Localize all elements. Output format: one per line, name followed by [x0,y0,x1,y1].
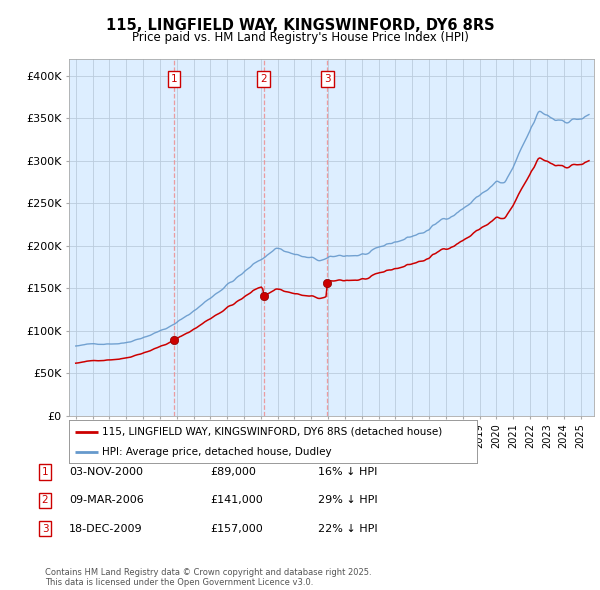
Text: 03-NOV-2000: 03-NOV-2000 [69,467,143,477]
Text: 22% ↓ HPI: 22% ↓ HPI [318,524,377,533]
Text: 09-MAR-2006: 09-MAR-2006 [69,496,144,505]
Text: 29% ↓ HPI: 29% ↓ HPI [318,496,377,505]
Text: £141,000: £141,000 [210,496,263,505]
Text: 16% ↓ HPI: 16% ↓ HPI [318,467,377,477]
Text: 1: 1 [41,467,49,477]
Text: 2: 2 [41,496,49,505]
Text: 3: 3 [41,524,49,533]
Text: 115, LINGFIELD WAY, KINGSWINFORD, DY6 8RS: 115, LINGFIELD WAY, KINGSWINFORD, DY6 8R… [106,18,494,32]
Text: £157,000: £157,000 [210,524,263,533]
Text: Contains HM Land Registry data © Crown copyright and database right 2025.
This d: Contains HM Land Registry data © Crown c… [45,568,371,587]
Text: 2: 2 [260,74,267,84]
Text: £89,000: £89,000 [210,467,256,477]
Text: 115, LINGFIELD WAY, KINGSWINFORD, DY6 8RS (detached house): 115, LINGFIELD WAY, KINGSWINFORD, DY6 8R… [101,427,442,437]
Text: Price paid vs. HM Land Registry's House Price Index (HPI): Price paid vs. HM Land Registry's House … [131,31,469,44]
Text: HPI: Average price, detached house, Dudley: HPI: Average price, detached house, Dudl… [101,447,331,457]
Text: 1: 1 [170,74,177,84]
Text: 3: 3 [324,74,331,84]
Text: 18-DEC-2009: 18-DEC-2009 [69,524,143,533]
